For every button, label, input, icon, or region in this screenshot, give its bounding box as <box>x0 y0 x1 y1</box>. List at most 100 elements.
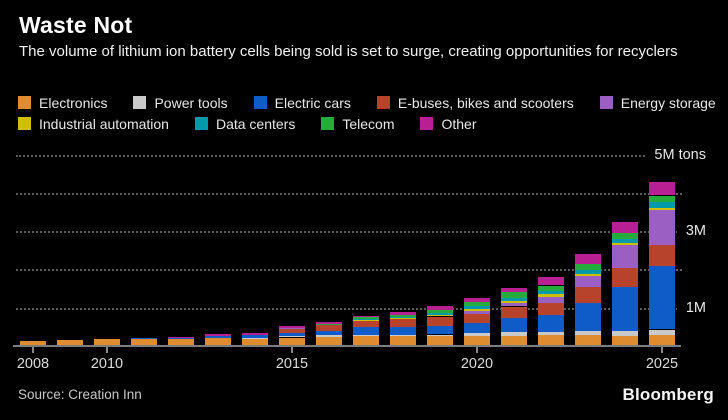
bar-segment-2022-data-centers <box>538 290 564 295</box>
bar-segment-2025-telecom <box>649 195 675 202</box>
bar-segment-2020-power-tools <box>464 332 490 336</box>
legend-item-industrial-automation: Industrial automation <box>18 115 169 132</box>
gridline-3m <box>16 231 682 233</box>
bar-segment-2021-e-buses-bikes-and-scooters <box>501 306 527 319</box>
legend-label: Data centers <box>215 115 296 132</box>
bar-segment-2016-electronics <box>316 336 342 346</box>
bar-segment-2015-electric-cars <box>279 333 305 337</box>
bar-segment-2011-electronics <box>131 338 157 346</box>
bar-segment-2013-electric-cars <box>205 335 231 339</box>
bar-segment-2023-e-buses-bikes-and-scooters <box>575 287 601 303</box>
bar-segment-2025-energy-storage <box>649 210 675 246</box>
legend-label: Power tools <box>154 94 228 111</box>
bar-segment-2019-industrial-automation <box>427 314 453 316</box>
bar-segment-2014-electric-cars <box>242 334 268 338</box>
bar-segment-2017-power-tools <box>353 334 379 336</box>
bar-segment-2019-telecom <box>427 309 453 313</box>
bar-segment-2023-other <box>575 254 601 265</box>
legend-item-data-centers: Data centers <box>194 115 296 132</box>
bar-segment-2025-electronics <box>649 335 675 346</box>
gridline-2m <box>16 269 682 271</box>
bar-segment-2018-other <box>390 311 416 315</box>
bar-segment-2017-energy-storage <box>353 320 379 322</box>
legend-item-electronics: Electronics <box>18 94 107 111</box>
bar-segment-2018-power-tools <box>390 334 416 337</box>
legend-label: E-buses, bikes and scooters <box>397 94 574 111</box>
bar-segment-2022-electronics <box>538 335 564 346</box>
bar-segment-2024-power-tools <box>612 331 638 336</box>
bar-segment-2021-electric-cars <box>501 318 527 333</box>
x-tick-2025 <box>661 347 663 353</box>
bar-segment-2021-industrial-automation <box>501 301 527 304</box>
bar-segment-2023-industrial-automation <box>575 273 601 276</box>
bar-segment-2022-telecom <box>538 285 564 291</box>
bar-segment-2019-power-tools <box>427 334 453 337</box>
legend-swatch-electronics <box>18 96 31 109</box>
bar-segment-2020-other <box>464 297 490 302</box>
bar-segment-2015-energy-storage <box>279 327 305 329</box>
bar-segment-2021-energy-storage <box>501 303 527 307</box>
legend-swatch-energy-storage <box>599 96 613 109</box>
x-tick-2008 <box>32 347 34 353</box>
bar-segment-2025-power-tools <box>649 329 675 336</box>
bar-segment-2014-electronics <box>242 338 268 346</box>
legend-swatch-e-buses-bikes-and-scooters <box>376 96 390 109</box>
bar-segment-2020-e-buses-bikes-and-scooters <box>464 314 490 324</box>
bar-segment-2025-data-centers <box>649 202 675 208</box>
bar-segment-2025-other <box>649 182 675 196</box>
gridline-1m <box>16 308 682 310</box>
bar-segment-2023-data-centers <box>575 270 601 274</box>
legend-swatch-other <box>420 117 434 130</box>
bar-segment-2018-electric-cars <box>390 327 416 335</box>
bar-segment-2018-e-buses-bikes-and-scooters <box>390 319 416 328</box>
bar-segment-2020-electric-cars <box>464 323 490 333</box>
legend-item-power-tools: Power tools <box>133 94 228 111</box>
bar-segment-2012-electric-cars <box>168 337 194 339</box>
bar-segment-2024-telecom <box>612 233 638 240</box>
legend-label: Industrial automation <box>39 115 169 132</box>
bar-segment-2023-power-tools <box>575 331 601 335</box>
legend-item-other: Other <box>420 115 477 132</box>
bar-segment-2024-electronics <box>612 335 638 346</box>
bar-segment-2018-electronics <box>390 336 416 346</box>
x-axis-label-2025: 2025 <box>645 356 679 372</box>
bar-segment-2013-other <box>205 334 231 336</box>
bar-segment-2022-e-buses-bikes-and-scooters <box>538 302 564 315</box>
bar-segment-2021-data-centers <box>501 297 527 302</box>
bar-segment-2020-energy-storage <box>464 310 490 315</box>
bar-segment-2022-electric-cars <box>538 315 564 333</box>
bar-segment-2024-e-buses-bikes-and-scooters <box>612 267 638 287</box>
gridline-4m <box>16 193 682 195</box>
bar-segment-2017-telecom <box>353 317 379 320</box>
bar-segment-2020-electronics <box>464 335 490 346</box>
legend-swatch-electric-cars <box>253 96 267 109</box>
x-tick-2010 <box>106 347 108 353</box>
bar-segment-2019-e-buses-bikes-and-scooters <box>427 316 453 327</box>
y-axis-label-1m: 1M <box>676 299 706 317</box>
legend-label: Electric cars <box>274 94 351 111</box>
y-axis-label-3m: 3M <box>676 222 706 240</box>
bar-segment-2008-electronics <box>20 341 46 346</box>
bar-segment-2015-e-buses-bikes-and-scooters <box>279 328 305 333</box>
bar-segment-2023-energy-storage <box>575 275 601 287</box>
bar-segment-2020-data-centers <box>464 306 490 309</box>
bar-segment-2015-other <box>279 325 305 328</box>
x-tick-2015 <box>291 347 293 353</box>
bar-segment-2019-other <box>427 306 453 310</box>
x-axis-label-2010: 2010 <box>90 356 124 372</box>
bar-segment-2019-data-centers <box>427 312 453 315</box>
bar-segment-2018-telecom <box>390 315 416 318</box>
bar-segment-2024-electric-cars <box>612 286 638 332</box>
bar-segment-2021-electronics <box>501 335 527 346</box>
legend-label: Telecom <box>342 115 395 132</box>
legend-row-1: Electronics Power tools Electric cars E-bus… <box>18 94 718 111</box>
bar-segment-2019-electric-cars <box>427 326 453 335</box>
legend-row-2: Industrial automation Data centers Telecom… <box>18 115 718 132</box>
bar-segment-2022-industrial-automation <box>538 294 564 297</box>
legend-swatch-data-centers <box>194 117 208 130</box>
chart-subtitle: The volume of lithium ion battery cells … <box>19 43 678 60</box>
bar-segment-2019-energy-storage <box>427 315 453 317</box>
bar-segment-2016-e-buses-bikes-and-scooters <box>316 324 342 332</box>
bar-segment-2022-other <box>538 276 564 286</box>
bar-segment-2020-industrial-automation <box>464 308 490 311</box>
